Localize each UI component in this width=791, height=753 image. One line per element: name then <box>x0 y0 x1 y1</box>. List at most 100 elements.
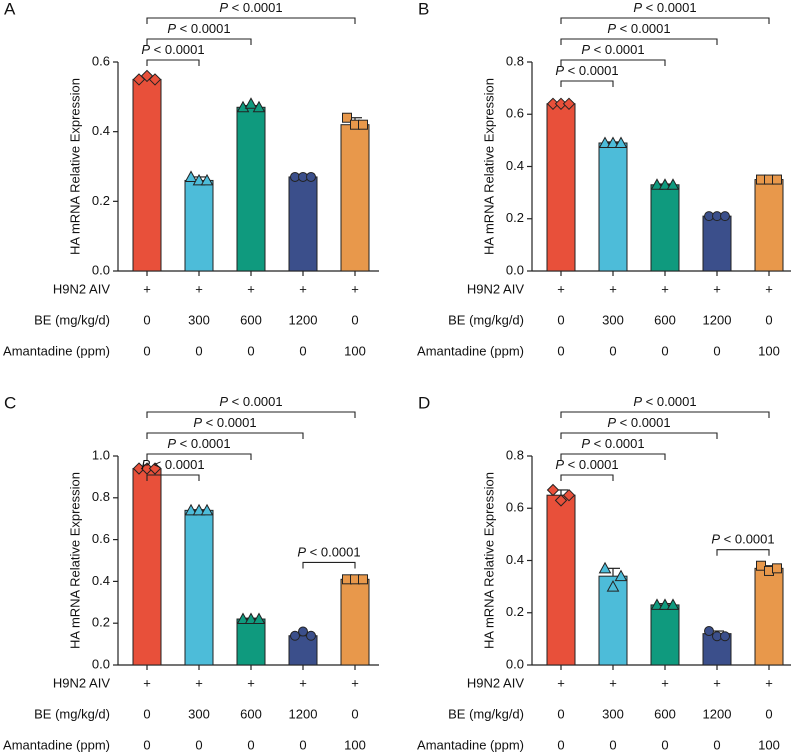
comparison-label: P < 0.0001 <box>219 0 282 15</box>
table-cell: + <box>557 281 565 296</box>
comparison-label: P < 0.0001 <box>607 21 670 36</box>
row-label: H9N2 AIV <box>53 675 110 690</box>
y-tick-label: 0.0 <box>92 656 110 671</box>
row-label: H9N2 AIV <box>467 281 524 296</box>
bar <box>288 635 318 666</box>
y-axis-label: HA mRNA Relative Expression <box>481 78 496 255</box>
table-cell: 0 <box>609 343 616 358</box>
y-axis-label: HA mRNA Relative Expression <box>67 472 82 649</box>
table-cell: 1200 <box>289 706 318 721</box>
bar <box>702 215 732 272</box>
y-tick-label: 0.4 <box>506 158 524 173</box>
bar <box>754 179 784 272</box>
data-point <box>546 483 560 497</box>
comparison-label: P < 0.0001 <box>167 21 230 36</box>
bar <box>650 604 680 666</box>
bar <box>598 575 628 666</box>
table-cell: 300 <box>188 706 210 721</box>
comparison-bracket <box>560 432 718 439</box>
data-point <box>244 612 258 625</box>
table-cell: + <box>247 281 255 296</box>
data-point <box>358 574 368 585</box>
data-point <box>658 178 672 190</box>
comparison-bracket <box>560 453 666 460</box>
data-point <box>562 97 576 111</box>
table-cell: + <box>661 281 669 296</box>
y-tick-label: 0.4 <box>92 573 110 588</box>
data-point <box>720 631 730 642</box>
comparison-label: P < 0.0001 <box>711 532 774 547</box>
comparison-label: P < 0.0001 <box>607 415 670 430</box>
row-label: Amantadine (ppm) <box>417 737 524 752</box>
table-cell: 0 <box>661 737 668 752</box>
table-cell: 0 <box>299 343 306 358</box>
y-tick-label: 0.4 <box>92 123 110 138</box>
table-cell: 600 <box>240 312 262 327</box>
data-point <box>148 462 162 475</box>
comparison-bracket <box>560 38 718 45</box>
bar <box>340 578 370 666</box>
table-cell: 600 <box>654 706 676 721</box>
y-tick-label: 0.2 <box>92 615 110 630</box>
data-point <box>650 178 664 190</box>
y-tick-label: 0.6 <box>506 106 524 121</box>
table-cell: 600 <box>654 312 676 327</box>
data-point <box>200 503 214 516</box>
y-tick-label: 0.8 <box>506 53 524 68</box>
bar <box>132 468 162 666</box>
table-cell: 300 <box>602 312 624 327</box>
bar <box>598 142 628 272</box>
comparison-bracket <box>146 432 304 439</box>
row-label: BE (mg/kg/d) <box>34 312 110 327</box>
data-point <box>290 630 300 641</box>
y-tick-label: 1.0 <box>92 447 110 462</box>
table-cell: 100 <box>344 737 366 752</box>
table-cell: 100 <box>758 737 780 752</box>
data-point <box>148 73 162 86</box>
bar <box>236 106 266 272</box>
bar <box>236 618 266 666</box>
table-cell: 0 <box>765 312 772 327</box>
data-point <box>298 626 308 637</box>
comparison-label: P < 0.0001 <box>297 545 360 560</box>
y-tick-label: 0.0 <box>506 262 524 277</box>
table-cell: + <box>195 675 203 690</box>
row-label: Amantadine (ppm) <box>3 343 110 358</box>
data-point <box>666 598 680 610</box>
table-cell: 0 <box>557 706 564 721</box>
table-cell: + <box>351 675 359 690</box>
row-label: BE (mg/kg/d) <box>34 706 110 721</box>
bar <box>754 567 784 666</box>
bar <box>184 179 214 272</box>
data-point <box>704 626 714 637</box>
bar <box>288 176 318 272</box>
table-cell: 0 <box>557 312 564 327</box>
bar <box>650 184 680 272</box>
y-tick-label: 0.0 <box>506 656 524 671</box>
table-cell: 0 <box>247 343 254 358</box>
comparison-bracket <box>302 561 356 569</box>
comparison-bracket <box>146 38 252 45</box>
data-point <box>598 561 612 574</box>
row-label: H9N2 AIV <box>467 675 524 690</box>
comparison-bracket <box>146 411 356 418</box>
comparison-label: P < 0.0001 <box>581 436 644 451</box>
data-point <box>598 136 612 148</box>
bar <box>132 78 162 272</box>
table-cell: 300 <box>602 706 624 721</box>
y-tick-label: 0.0 <box>92 262 110 277</box>
data-point <box>192 173 206 186</box>
comparison-bracket <box>146 59 200 66</box>
y-tick-label: 0.6 <box>506 500 524 515</box>
data-point <box>614 136 628 148</box>
data-point <box>756 560 766 571</box>
data-point <box>614 569 628 582</box>
table-cell: 0 <box>195 343 202 358</box>
data-point <box>236 612 250 625</box>
table-cell: + <box>143 675 151 690</box>
data-point <box>658 598 672 610</box>
row-label: BE (mg/kg/d) <box>448 312 524 327</box>
comparison-bracket <box>560 59 666 66</box>
comparison-bracket <box>146 17 356 24</box>
